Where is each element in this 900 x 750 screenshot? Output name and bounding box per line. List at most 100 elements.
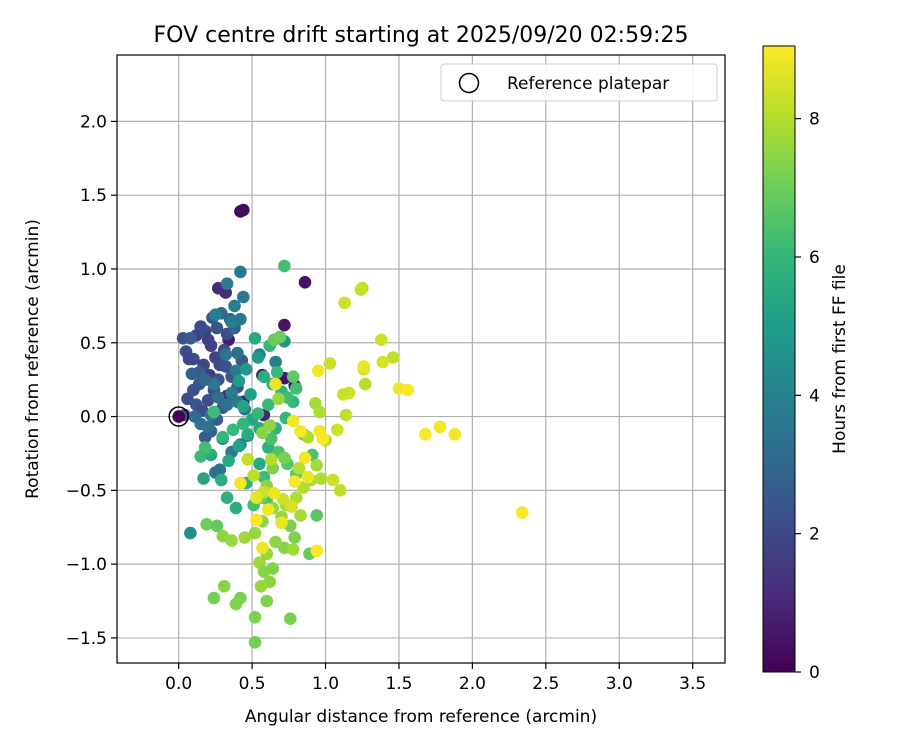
x-tick-label: 2.5 — [532, 674, 559, 694]
data-point — [207, 405, 221, 419]
data-point — [234, 265, 247, 279]
y-tick-label: −1.0 — [66, 555, 107, 575]
colorbar: 0 2 4 6 8 Hours from first FF file — [762, 45, 850, 683]
data-point — [516, 506, 529, 519]
data-point — [419, 428, 432, 441]
data-point — [267, 487, 281, 500]
data-point — [184, 526, 197, 540]
data-point — [358, 377, 372, 391]
data-point — [262, 503, 275, 516]
data-point — [228, 299, 241, 313]
data-point — [231, 346, 244, 360]
data-point — [234, 476, 247, 490]
data-point — [229, 364, 243, 378]
x-tick-label: 3.0 — [606, 674, 633, 694]
data-point — [248, 611, 262, 624]
data-point — [238, 531, 252, 544]
data-point — [357, 360, 371, 373]
data-point — [285, 500, 299, 513]
x-tick-label: 1.5 — [385, 674, 412, 694]
data-point — [244, 388, 257, 401]
data-point — [313, 405, 327, 419]
data-point — [269, 535, 282, 549]
data-point — [316, 432, 329, 446]
data-point — [278, 451, 291, 465]
colorbar-ticks: 0 2 4 6 8 — [795, 110, 820, 683]
legend-entry-label: Reference platepar — [507, 74, 669, 94]
data-point — [216, 430, 229, 444]
data-point — [311, 364, 325, 378]
data-point — [250, 513, 263, 527]
reference-point-dot — [172, 410, 185, 423]
data-point — [254, 580, 268, 593]
data-point — [222, 454, 235, 468]
data-point — [212, 391, 225, 404]
data-point — [225, 386, 238, 400]
colorbar-tick-label: 4 — [809, 386, 820, 406]
data-point — [294, 425, 307, 438]
data-point — [260, 594, 274, 608]
data-point — [448, 428, 462, 441]
x-tick-label: 2.0 — [459, 674, 486, 694]
data-point — [217, 580, 231, 593]
y-tick-label: −1.5 — [66, 629, 107, 649]
data-point — [184, 332, 197, 345]
data-point — [188, 410, 202, 423]
x-tick-label: 3.5 — [679, 674, 706, 694]
data-point — [286, 370, 300, 384]
data-point — [272, 392, 285, 406]
data-point — [237, 399, 250, 413]
data-point — [198, 373, 212, 387]
data-point — [269, 355, 282, 369]
data-point — [253, 457, 266, 471]
data-point — [310, 544, 324, 558]
data-point — [237, 203, 250, 217]
data-point — [375, 333, 388, 347]
data-point — [386, 351, 400, 364]
data-point — [276, 492, 290, 506]
y-axis-ticks: −1.5 −1.0 −0.5 0.0 0.5 1.0 1.5 2.0 — [66, 112, 117, 649]
data-point — [226, 423, 240, 437]
data-point — [220, 277, 234, 291]
data-point — [194, 450, 207, 463]
data-point — [288, 531, 302, 544]
grid-lines — [117, 55, 725, 663]
x-tick-label: 1.0 — [312, 674, 339, 694]
data-point — [433, 420, 447, 434]
data-point — [210, 519, 224, 533]
data-point — [229, 501, 243, 515]
plot-frame — [116, 54, 726, 664]
data-point — [220, 491, 234, 505]
data-point — [401, 383, 415, 397]
data-point — [187, 352, 200, 366]
data-point — [248, 636, 262, 649]
data-point — [264, 453, 278, 466]
data-point — [294, 509, 307, 522]
x-tick-label: 0.5 — [239, 674, 266, 694]
x-tick-label: 0.0 — [165, 674, 192, 694]
data-point — [333, 484, 347, 497]
y-tick-label: 0.5 — [80, 334, 107, 354]
data-point — [336, 388, 350, 401]
data-point — [197, 472, 210, 485]
data-point — [326, 473, 340, 487]
data-point — [289, 382, 303, 395]
y-tick-label: 1.0 — [80, 260, 107, 280]
data-point — [310, 509, 324, 522]
data-point — [338, 296, 351, 310]
data-point — [266, 562, 280, 575]
data-point — [220, 398, 234, 412]
data-point — [248, 332, 262, 345]
data-point — [262, 398, 275, 412]
chart-title: FOV centre drift starting at 2025/09/20 … — [154, 23, 689, 48]
data-point — [269, 377, 282, 391]
colorbar-tick-label: 8 — [809, 110, 820, 130]
x-axis-ticks: 0.0 0.5 1.0 1.5 2.0 2.5 3.0 3.5 — [165, 663, 706, 694]
colorbar-tick-label: 0 — [809, 663, 820, 683]
data-point — [247, 469, 260, 482]
data-point — [201, 394, 215, 407]
y-tick-label: 2.0 — [80, 112, 107, 132]
legend-box — [440, 63, 718, 102]
colorbar-label: Hours from first FF file — [830, 264, 850, 454]
